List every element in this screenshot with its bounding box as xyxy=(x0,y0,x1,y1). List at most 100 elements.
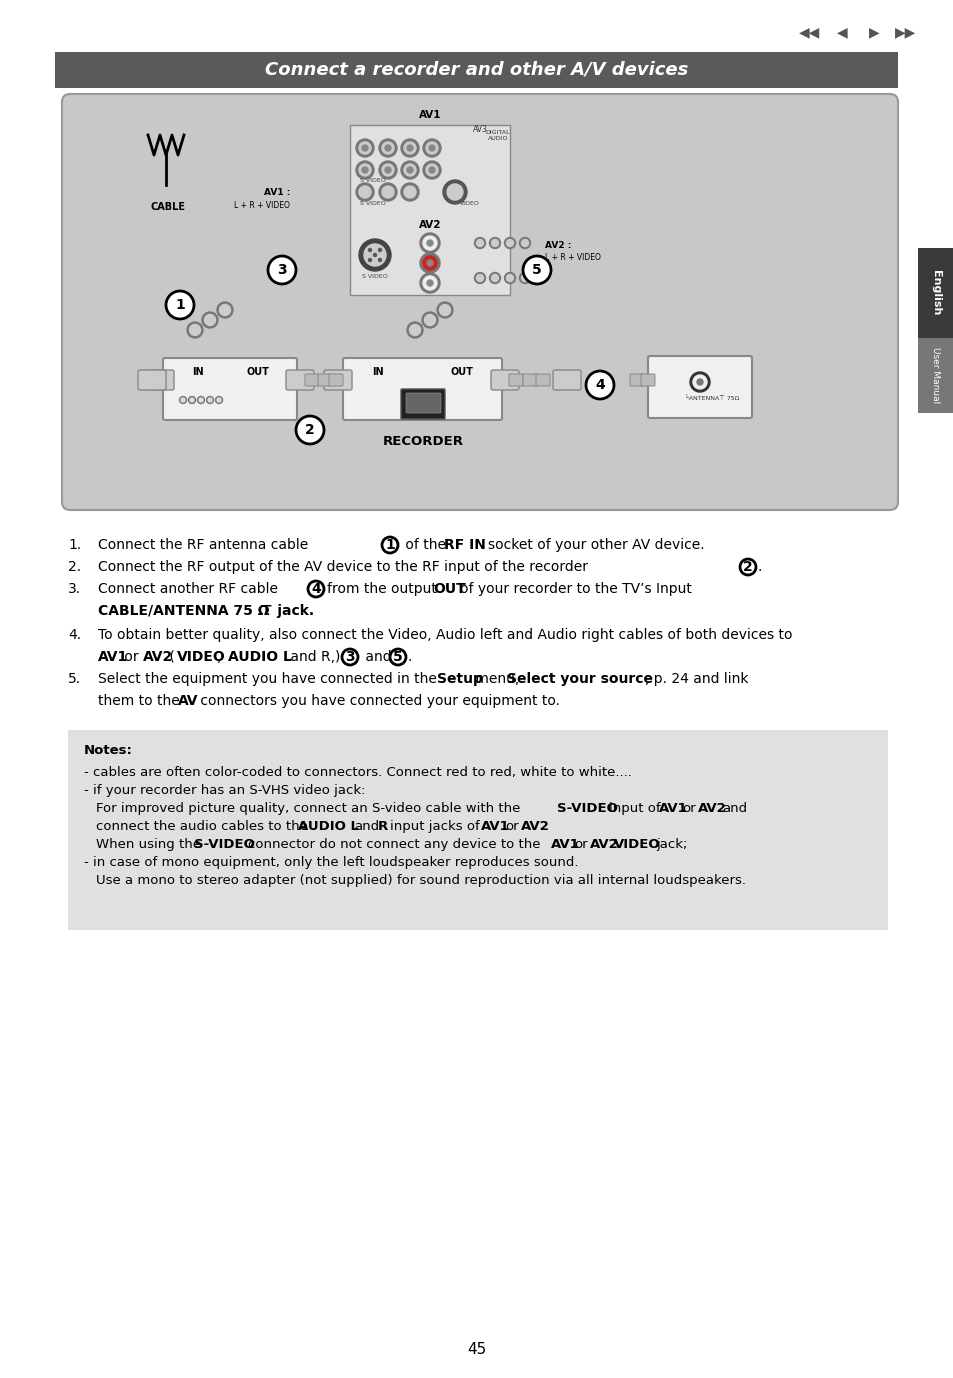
Text: R: R xyxy=(377,820,388,832)
Text: or: or xyxy=(504,820,518,832)
FancyBboxPatch shape xyxy=(62,94,897,510)
FancyBboxPatch shape xyxy=(400,389,444,419)
Text: 4.: 4. xyxy=(68,628,81,642)
Text: AV1: AV1 xyxy=(659,802,687,814)
Bar xyxy=(55,52,897,88)
Text: and: and xyxy=(360,650,395,664)
Text: Connect the RF output of the AV device to the RF input of the recorder: Connect the RF output of the AV device t… xyxy=(98,559,587,575)
Circle shape xyxy=(521,240,528,247)
Text: AV1: AV1 xyxy=(98,650,128,664)
Circle shape xyxy=(400,161,418,179)
Circle shape xyxy=(491,274,498,281)
Text: from the output: from the output xyxy=(327,582,436,597)
Circle shape xyxy=(181,398,185,402)
Circle shape xyxy=(358,186,371,198)
Text: or: or xyxy=(574,838,587,852)
Circle shape xyxy=(219,305,231,316)
Circle shape xyxy=(368,259,371,262)
Circle shape xyxy=(519,237,530,248)
Circle shape xyxy=(697,379,702,384)
Circle shape xyxy=(422,161,440,179)
Circle shape xyxy=(187,322,203,338)
Circle shape xyxy=(355,183,374,201)
Text: IN: IN xyxy=(372,367,383,378)
Text: Notes:: Notes: xyxy=(84,744,132,757)
Text: DIGITAL
AUDIO: DIGITAL AUDIO xyxy=(485,130,510,141)
Text: AV1: AV1 xyxy=(480,820,509,832)
Text: AV1: AV1 xyxy=(551,838,579,852)
FancyBboxPatch shape xyxy=(406,393,440,413)
Text: AV1: AV1 xyxy=(418,110,441,120)
Text: AUDIO L: AUDIO L xyxy=(228,650,292,664)
Text: and: and xyxy=(721,802,746,814)
Circle shape xyxy=(385,167,391,174)
Text: AV1 :: AV1 : xyxy=(263,187,290,197)
Text: OUT: OUT xyxy=(246,367,269,378)
Circle shape xyxy=(419,273,439,294)
Text: 1: 1 xyxy=(175,298,185,311)
Circle shape xyxy=(474,237,485,248)
Text: or: or xyxy=(681,802,695,814)
Circle shape xyxy=(216,398,221,402)
Text: of the: of the xyxy=(400,537,446,553)
Circle shape xyxy=(442,181,467,204)
FancyBboxPatch shape xyxy=(509,373,522,386)
Circle shape xyxy=(378,161,396,179)
Text: input of: input of xyxy=(608,802,659,814)
Circle shape xyxy=(190,398,193,402)
Text: CABLE: CABLE xyxy=(151,203,185,212)
Circle shape xyxy=(489,273,500,284)
Text: Select your source: Select your source xyxy=(506,672,652,686)
Circle shape xyxy=(381,537,397,553)
FancyBboxPatch shape xyxy=(343,358,501,420)
FancyBboxPatch shape xyxy=(629,373,643,386)
Circle shape xyxy=(407,145,413,152)
FancyBboxPatch shape xyxy=(138,371,166,390)
Circle shape xyxy=(422,139,440,157)
Text: CABLE/ANTENNA 75 Ω: CABLE/ANTENNA 75 Ω xyxy=(98,604,269,617)
FancyBboxPatch shape xyxy=(305,373,318,386)
Text: English: English xyxy=(930,270,940,316)
Text: input jacks of: input jacks of xyxy=(390,820,479,832)
Circle shape xyxy=(447,185,462,200)
Circle shape xyxy=(403,186,416,198)
Text: ⊤ jack.: ⊤ jack. xyxy=(254,604,314,617)
Circle shape xyxy=(378,139,396,157)
Circle shape xyxy=(179,397,186,404)
Text: 1: 1 xyxy=(385,537,395,553)
Circle shape xyxy=(519,273,530,284)
Circle shape xyxy=(489,237,500,248)
Text: 3.: 3. xyxy=(68,582,81,597)
Circle shape xyxy=(364,244,386,266)
Text: 45: 45 xyxy=(467,1342,486,1357)
Text: ◀◀: ◀◀ xyxy=(799,25,820,39)
Circle shape xyxy=(381,164,394,176)
Text: OUT: OUT xyxy=(433,582,465,597)
Text: Connect a recorder and other A/V devices: Connect a recorder and other A/V devices xyxy=(265,61,688,79)
Circle shape xyxy=(216,302,233,318)
Circle shape xyxy=(504,237,515,248)
Bar xyxy=(350,125,510,295)
Circle shape xyxy=(424,314,435,325)
FancyBboxPatch shape xyxy=(640,373,655,386)
Circle shape xyxy=(407,167,413,174)
Circle shape xyxy=(308,582,324,597)
Circle shape xyxy=(208,398,212,402)
FancyBboxPatch shape xyxy=(324,371,352,390)
Circle shape xyxy=(409,324,420,335)
Text: ▶: ▶ xyxy=(868,25,879,39)
Circle shape xyxy=(378,248,381,252)
Circle shape xyxy=(403,164,416,176)
Text: AUDIO L: AUDIO L xyxy=(297,820,358,832)
Text: - cables are often color-coded to connectors. Connect red to red, white to white: - cables are often color-coded to connec… xyxy=(84,766,631,779)
Text: 3: 3 xyxy=(345,650,355,664)
Circle shape xyxy=(422,276,436,289)
Text: jack;: jack; xyxy=(656,838,687,852)
Circle shape xyxy=(436,302,453,318)
Text: of your recorder to the TV’s Input: of your recorder to the TV’s Input xyxy=(459,582,691,597)
FancyBboxPatch shape xyxy=(536,373,550,386)
Text: AV2: AV2 xyxy=(418,220,441,230)
Circle shape xyxy=(189,397,195,404)
Circle shape xyxy=(427,280,433,287)
FancyBboxPatch shape xyxy=(491,371,518,390)
